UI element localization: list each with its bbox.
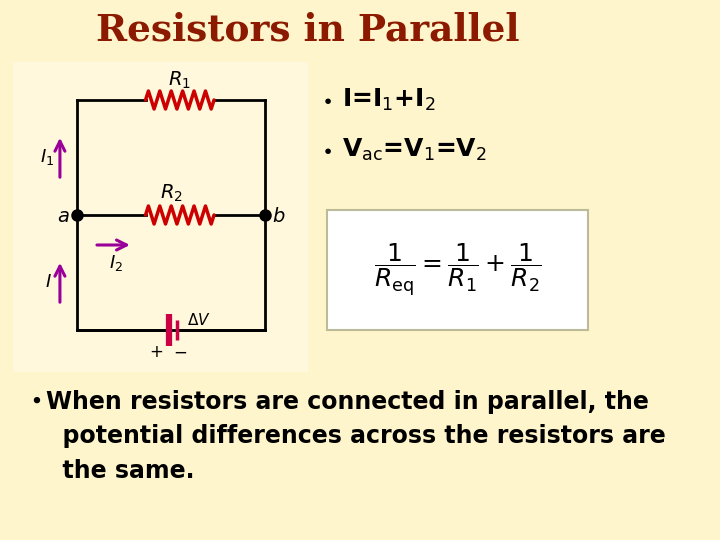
Text: $b$: $b$ bbox=[272, 207, 286, 226]
Bar bbox=[327, 210, 588, 330]
Text: I=I$_1$+I$_2$: I=I$_1$+I$_2$ bbox=[343, 87, 436, 113]
Text: When resistors are connected in parallel, the
  potential differences across the: When resistors are connected in parallel… bbox=[46, 390, 666, 483]
Text: $\Delta V$: $\Delta V$ bbox=[186, 312, 210, 328]
Text: $\bullet$: $\bullet$ bbox=[29, 390, 41, 410]
Text: $R_1$: $R_1$ bbox=[168, 69, 192, 91]
Text: $R_2$: $R_2$ bbox=[160, 183, 183, 204]
Text: $\bullet$: $\bullet$ bbox=[321, 140, 332, 159]
Text: V$_{\mathrm{ac}}$=V$_1$=V$_2$: V$_{\mathrm{ac}}$=V$_1$=V$_2$ bbox=[343, 137, 487, 163]
Text: $-$: $-$ bbox=[173, 343, 187, 361]
Text: $I_1$: $I_1$ bbox=[40, 147, 54, 167]
Text: $a$: $a$ bbox=[57, 208, 70, 226]
Text: $I_2$: $I_2$ bbox=[109, 253, 122, 273]
Text: $\dfrac{1}{R_{\mathrm{eq}}} = \dfrac{1}{R_1} + \dfrac{1}{R_2}$: $\dfrac{1}{R_{\mathrm{eq}}} = \dfrac{1}{… bbox=[374, 242, 541, 298]
Text: $+$: $+$ bbox=[149, 343, 163, 361]
Bar bbox=[13, 62, 308, 372]
Text: $\bullet$: $\bullet$ bbox=[321, 91, 332, 110]
Text: $I$: $I$ bbox=[45, 273, 53, 291]
Text: Resistors in Parallel: Resistors in Parallel bbox=[96, 11, 520, 49]
